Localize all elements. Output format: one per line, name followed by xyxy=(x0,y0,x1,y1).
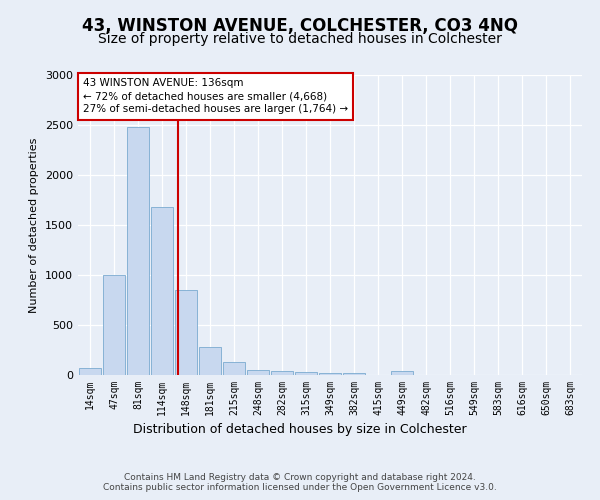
Bar xyxy=(271,371,293,375)
Bar xyxy=(175,290,197,375)
Bar xyxy=(319,372,341,375)
Bar xyxy=(151,207,173,375)
Bar xyxy=(199,347,221,375)
Text: Size of property relative to detached houses in Colchester: Size of property relative to detached ho… xyxy=(98,32,502,46)
Bar xyxy=(79,368,101,375)
Bar xyxy=(343,373,365,375)
Bar xyxy=(223,362,245,375)
Bar xyxy=(247,370,269,375)
Bar xyxy=(391,371,413,375)
Bar xyxy=(103,275,125,375)
Y-axis label: Number of detached properties: Number of detached properties xyxy=(29,138,40,312)
Text: 43 WINSTON AVENUE: 136sqm
← 72% of detached houses are smaller (4,668)
27% of se: 43 WINSTON AVENUE: 136sqm ← 72% of detac… xyxy=(83,78,348,114)
Bar xyxy=(127,127,149,375)
Bar xyxy=(295,372,317,375)
Text: 43, WINSTON AVENUE, COLCHESTER, CO3 4NQ: 43, WINSTON AVENUE, COLCHESTER, CO3 4NQ xyxy=(82,18,518,36)
Text: Distribution of detached houses by size in Colchester: Distribution of detached houses by size … xyxy=(133,422,467,436)
Text: Contains HM Land Registry data © Crown copyright and database right 2024.
Contai: Contains HM Land Registry data © Crown c… xyxy=(103,472,497,492)
